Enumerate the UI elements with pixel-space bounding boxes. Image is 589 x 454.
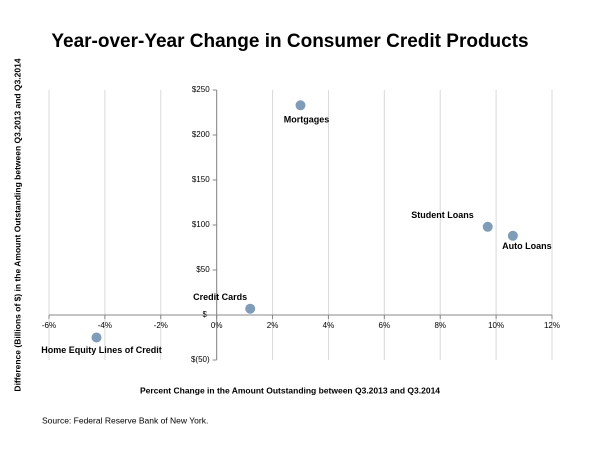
x-tick-label: -2% <box>154 321 168 330</box>
point-label: Auto Loans <box>502 241 552 251</box>
x-tick-label: -6% <box>42 321 56 330</box>
y-axis-label: Difference (Billions of $) in the Amount… <box>12 58 22 391</box>
x-tick-label: -4% <box>98 321 112 330</box>
x-tick-label: 6% <box>379 321 391 330</box>
point-label: Student Loans <box>411 210 474 220</box>
x-tick-label: 4% <box>323 321 335 330</box>
chart-title: Year-over-Year Change in Consumer Credit… <box>51 31 528 52</box>
point-label: Mortgages <box>284 115 330 125</box>
x-tick-label: 8% <box>434 321 446 330</box>
point-label: Home Equity Lines of Credit <box>41 345 162 355</box>
point <box>91 332 102 343</box>
y-tick-label: $(50) <box>191 355 210 364</box>
point <box>482 221 493 232</box>
y-tick-label: $100 <box>192 220 210 229</box>
point <box>507 230 518 241</box>
x-axis-label: Percent Change in the Amount Outstanding… <box>140 385 440 395</box>
y-tick-label: $150 <box>192 175 210 184</box>
x-tick-label: 10% <box>488 321 504 330</box>
x-tick-label: 2% <box>267 321 279 330</box>
y-tick-label: $200 <box>192 130 210 139</box>
y-tick-label: $250 <box>192 85 210 94</box>
x-tick-label: 12% <box>544 321 560 330</box>
point <box>245 303 256 314</box>
point-label: Credit Cards <box>193 292 247 302</box>
source-note: Source: Federal Reserve Bank of New York… <box>42 415 208 425</box>
y-tick-label: $50 <box>196 265 210 274</box>
point <box>295 100 306 111</box>
